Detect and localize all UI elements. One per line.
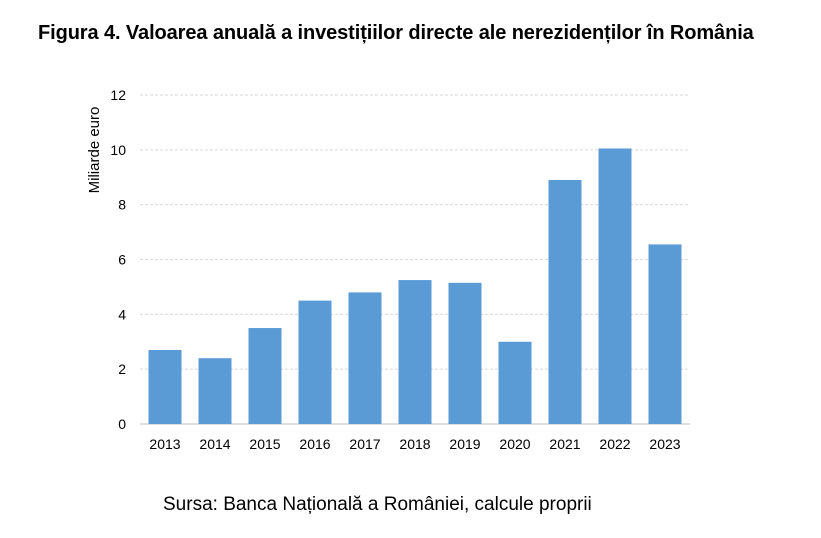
x-tick-label: 2023 xyxy=(649,436,680,452)
source-note: Sursa: Banca Națională a României, calcu… xyxy=(163,494,592,515)
bar-2014 xyxy=(198,358,232,424)
bar-2013 xyxy=(148,349,182,424)
x-tick-label: 2022 xyxy=(599,436,630,452)
bar-2020 xyxy=(498,341,532,424)
x-axis-ticks: 2013 2014 2015 2016 2017 2018 2019 2020 2021 2022… xyxy=(149,436,680,452)
y-tick-label: 10 xyxy=(110,142,126,158)
bar-2015 xyxy=(248,328,282,424)
x-tick-label: 2017 xyxy=(349,436,380,452)
bar-2018 xyxy=(398,280,432,424)
y-tick-label: 12 xyxy=(110,87,126,103)
bars xyxy=(148,148,682,424)
y-tick-label: 0 xyxy=(118,416,126,432)
y-axis-ticks: 0 2 4 6 8 10 12 xyxy=(110,87,126,432)
y-tick-label: 4 xyxy=(118,306,126,322)
x-tick-label: 2018 xyxy=(399,436,430,452)
y-tick-label: 2 xyxy=(118,361,126,377)
chart-title: Figura 4. Valoarea anuală a investițiilo… xyxy=(38,22,754,44)
bar-2017 xyxy=(348,292,382,424)
bar-2019 xyxy=(448,282,482,424)
bar-2021 xyxy=(548,179,582,424)
y-tick-label: 6 xyxy=(118,252,126,268)
bar-2022 xyxy=(598,148,632,424)
x-tick-label: 2016 xyxy=(299,436,330,452)
x-tick-label: 2020 xyxy=(499,436,530,452)
x-tick-label: 2021 xyxy=(549,436,580,452)
bar-2016 xyxy=(298,300,332,424)
x-tick-label: 2015 xyxy=(249,436,280,452)
x-tick-label: 2014 xyxy=(199,436,230,452)
x-tick-label: 2013 xyxy=(149,436,180,452)
bar-2023 xyxy=(648,244,682,424)
y-tick-label: 8 xyxy=(118,197,126,213)
x-tick-label: 2019 xyxy=(449,436,480,452)
y-axis-label: Miliarde euro xyxy=(86,107,103,194)
